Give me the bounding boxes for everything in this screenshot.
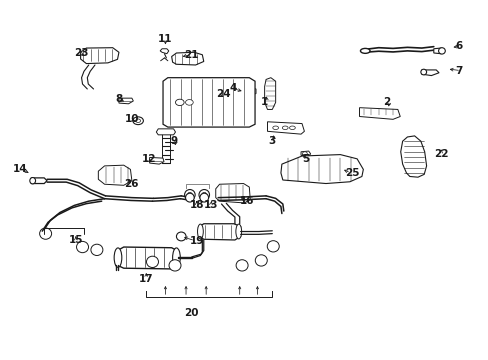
- Polygon shape: [359, 108, 399, 119]
- Text: 12: 12: [141, 154, 156, 164]
- Ellipse shape: [184, 189, 195, 200]
- Ellipse shape: [133, 117, 143, 125]
- Text: 17: 17: [139, 274, 153, 284]
- Text: 3: 3: [268, 136, 275, 146]
- Ellipse shape: [136, 119, 140, 122]
- Text: 20: 20: [184, 309, 199, 318]
- Ellipse shape: [187, 192, 192, 197]
- Ellipse shape: [185, 193, 194, 202]
- Ellipse shape: [77, 242, 88, 253]
- Ellipse shape: [235, 224, 241, 239]
- Text: 2: 2: [383, 98, 390, 107]
- Ellipse shape: [282, 126, 287, 130]
- Polygon shape: [156, 129, 175, 135]
- Polygon shape: [116, 247, 178, 269]
- Text: 19: 19: [189, 236, 203, 246]
- Ellipse shape: [176, 232, 185, 241]
- Ellipse shape: [185, 100, 193, 105]
- Ellipse shape: [289, 126, 295, 130]
- Ellipse shape: [30, 177, 36, 184]
- Text: 25: 25: [345, 168, 359, 178]
- Polygon shape: [301, 151, 310, 157]
- Ellipse shape: [438, 48, 445, 54]
- Ellipse shape: [146, 256, 158, 267]
- Polygon shape: [149, 157, 163, 164]
- Text: 22: 22: [433, 149, 447, 158]
- Ellipse shape: [236, 260, 247, 271]
- Text: 13: 13: [203, 200, 218, 210]
- Ellipse shape: [200, 193, 208, 202]
- Text: 4: 4: [229, 83, 237, 93]
- Polygon shape: [163, 78, 255, 127]
- Ellipse shape: [197, 224, 203, 239]
- Text: 1: 1: [261, 98, 268, 107]
- Polygon shape: [119, 98, 133, 104]
- Ellipse shape: [172, 248, 180, 267]
- Polygon shape: [246, 87, 256, 95]
- Polygon shape: [215, 184, 250, 203]
- Ellipse shape: [267, 241, 279, 252]
- Text: 10: 10: [124, 114, 139, 124]
- Ellipse shape: [302, 152, 306, 155]
- Polygon shape: [160, 49, 168, 54]
- Text: 16: 16: [239, 196, 254, 206]
- Text: 5: 5: [302, 154, 308, 164]
- Ellipse shape: [91, 244, 102, 256]
- Polygon shape: [198, 224, 240, 240]
- Ellipse shape: [199, 189, 209, 200]
- Polygon shape: [267, 122, 304, 134]
- Ellipse shape: [420, 69, 426, 75]
- Text: 18: 18: [189, 200, 203, 210]
- Polygon shape: [400, 136, 426, 177]
- Text: 15: 15: [68, 235, 83, 245]
- Ellipse shape: [40, 228, 52, 239]
- Polygon shape: [98, 165, 132, 185]
- Text: 8: 8: [115, 94, 122, 104]
- Ellipse shape: [202, 192, 206, 197]
- Text: 23: 23: [74, 48, 89, 58]
- Polygon shape: [264, 78, 275, 109]
- Text: 21: 21: [184, 50, 199, 60]
- Polygon shape: [31, 178, 47, 184]
- Polygon shape: [433, 48, 443, 54]
- Text: 6: 6: [454, 41, 462, 51]
- Ellipse shape: [169, 260, 181, 271]
- Polygon shape: [171, 52, 203, 65]
- Ellipse shape: [272, 126, 278, 130]
- Polygon shape: [280, 154, 363, 184]
- Polygon shape: [421, 70, 438, 76]
- Text: 9: 9: [170, 136, 177, 146]
- Text: 26: 26: [123, 179, 138, 189]
- Text: 14: 14: [13, 165, 28, 174]
- Ellipse shape: [360, 48, 369, 53]
- Ellipse shape: [255, 255, 267, 266]
- Text: 24: 24: [215, 89, 230, 99]
- Text: 7: 7: [454, 66, 462, 76]
- Ellipse shape: [175, 99, 184, 105]
- Text: 11: 11: [158, 34, 172, 44]
- Polygon shape: [81, 48, 119, 64]
- Ellipse shape: [114, 248, 122, 267]
